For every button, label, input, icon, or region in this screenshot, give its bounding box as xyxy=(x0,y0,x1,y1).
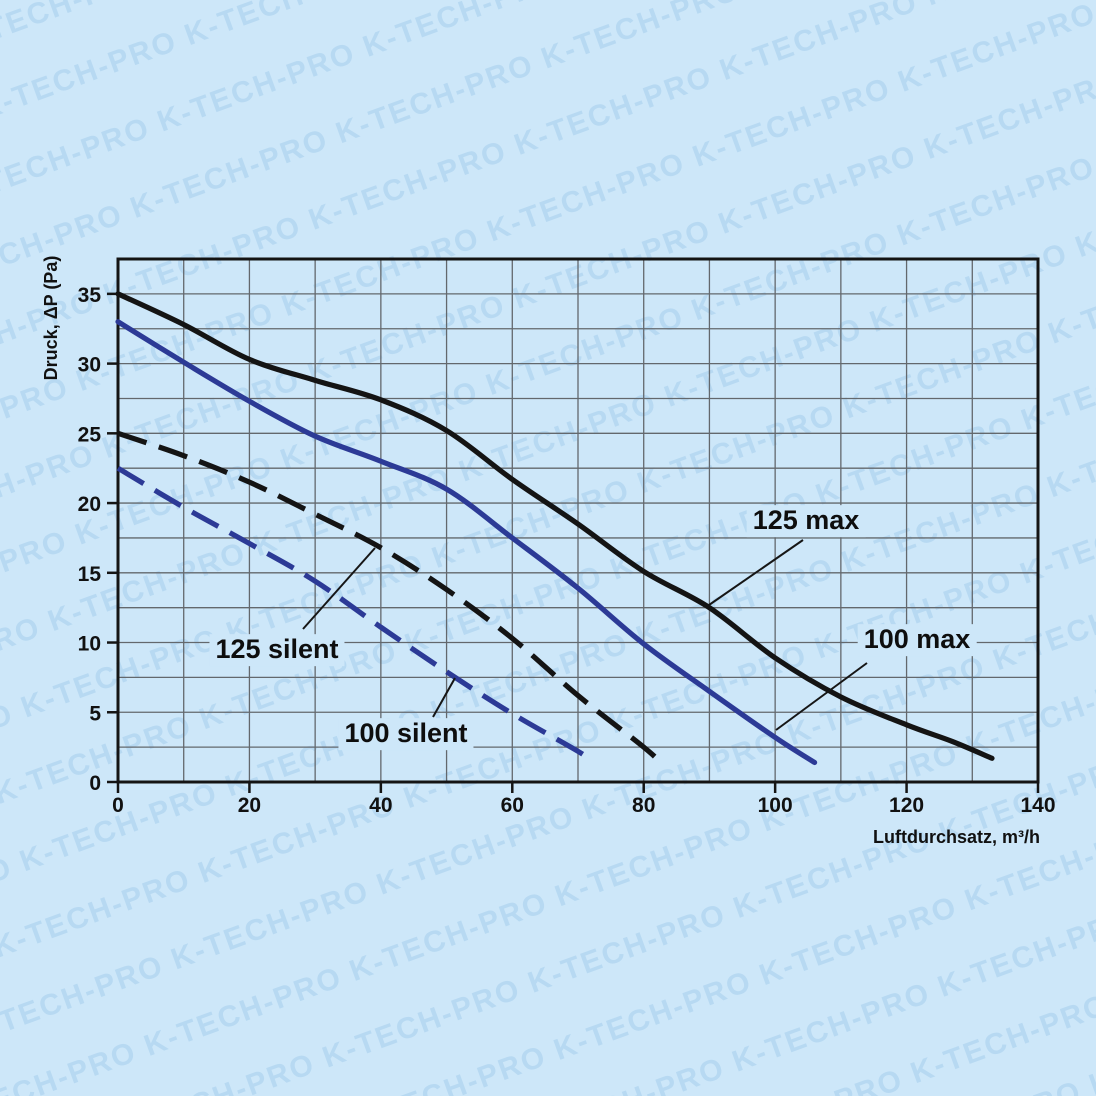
curve-label-100-silent: 100 silent xyxy=(338,718,474,750)
y-tick-label: 5 xyxy=(89,702,101,725)
y-tick-label: 10 xyxy=(78,633,101,656)
x-tick-label: 0 xyxy=(112,794,124,817)
annotation-leader-line xyxy=(432,677,456,718)
curve-label-100-max: 100 max xyxy=(857,624,977,656)
y-tick-label: 25 xyxy=(78,423,102,446)
curve-100-max xyxy=(115,319,818,766)
x-tick-label: 20 xyxy=(238,794,261,817)
curves-layer xyxy=(115,291,995,768)
y-axis-title: Druck, ΔP (Pa) xyxy=(41,256,61,381)
grid-layer xyxy=(118,259,1038,782)
x-tick-label: 80 xyxy=(632,794,655,817)
curve-label-125-max: 125 max xyxy=(746,505,866,537)
annotation-leader-line xyxy=(775,662,868,731)
y-tick-label: 15 xyxy=(78,563,102,586)
x-tick-label: 140 xyxy=(1020,794,1055,817)
curve-125-max xyxy=(115,291,995,761)
plot-border xyxy=(116,257,1040,784)
annotation-leader-line xyxy=(708,539,804,606)
y-tick-label: 35 xyxy=(78,284,102,307)
x-tick-label: 40 xyxy=(369,794,392,817)
annotation-leader-line xyxy=(302,547,376,630)
y-tick-label: 20 xyxy=(78,493,101,516)
x-tick-label: 60 xyxy=(501,794,524,817)
x-tick-label: 100 xyxy=(758,794,793,817)
y-tick-label: 0 xyxy=(89,772,101,795)
annotation-leader-lines xyxy=(302,539,868,731)
curve-label-125-silent: 125 silent xyxy=(209,634,345,666)
x-tick-label: 120 xyxy=(889,794,924,817)
curve-125-silent xyxy=(117,430,666,768)
x-axis-title: Luftdurchsatz, m³/h xyxy=(873,827,1040,847)
y-tick-label: 30 xyxy=(78,354,101,377)
axis-layer xyxy=(107,257,1040,793)
tick-labels-layer: 0 20 40 60 80 100 120 140 0 5 10 15 20 25 30 35 xyxy=(78,284,1056,817)
curve-100-silent xyxy=(116,465,593,764)
